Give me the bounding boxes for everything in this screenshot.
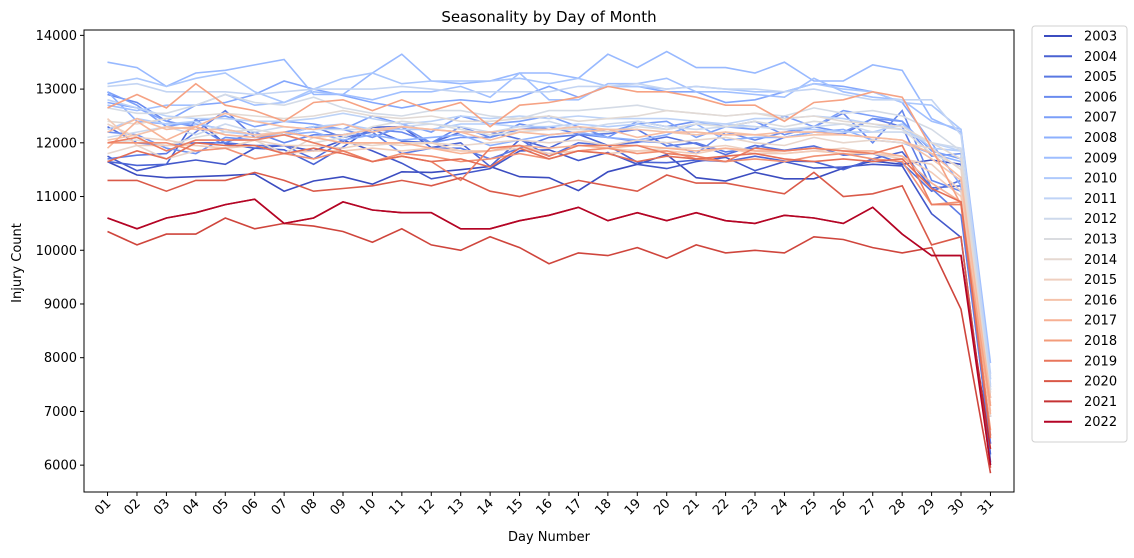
series-line-27 bbox=[107, 142, 992, 431]
series-line-2 bbox=[107, 118, 992, 455]
y-tick-label: 7000 bbox=[44, 405, 77, 420]
x-tick-label: 16 bbox=[534, 496, 556, 518]
x-tick-label: 29 bbox=[916, 496, 938, 518]
legend-label-2011: 2011 bbox=[1084, 192, 1117, 207]
legend-label-2004: 2004 bbox=[1084, 50, 1117, 65]
legend-label-2017: 2017 bbox=[1084, 314, 1117, 329]
y-tick-label: 13000 bbox=[36, 83, 77, 98]
series-lines bbox=[106, 50, 992, 474]
series-line-20 bbox=[107, 136, 992, 417]
x-tick-label: 01 bbox=[92, 496, 114, 518]
x-tick-label: 10 bbox=[357, 496, 379, 518]
axes: 6000 7000 8000 9000 10000 11000 12000 13000 1400… bbox=[36, 29, 1015, 519]
x-tick-label: 18 bbox=[592, 496, 614, 518]
legend: 2003 2004 2005 2006 2007 2008 2009 2010 2011 2012… bbox=[1031, 25, 1128, 443]
x-tick-label: 12 bbox=[416, 496, 438, 518]
series-line-6 bbox=[107, 117, 992, 417]
x-tick-label: 04 bbox=[180, 496, 202, 518]
x-tick-label: 27 bbox=[857, 496, 879, 518]
y-tick-label: 11000 bbox=[36, 190, 77, 205]
series-line-11 bbox=[107, 71, 992, 364]
x-tick-label: 26 bbox=[828, 496, 850, 518]
x-axis-label: Day Number bbox=[508, 530, 591, 545]
x-tick-label: 09 bbox=[328, 496, 350, 518]
series-line-30 bbox=[107, 171, 992, 468]
series-line-33 bbox=[107, 198, 992, 466]
y-tick-label: 6000 bbox=[44, 459, 77, 474]
x-tick-label: 28 bbox=[887, 496, 909, 518]
x-tick-label: 22 bbox=[710, 496, 732, 518]
series-line-12 bbox=[107, 72, 992, 374]
series-line-22 bbox=[106, 118, 992, 404]
y-tick-label: 8000 bbox=[44, 351, 77, 366]
legend-label-2018: 2018 bbox=[1084, 334, 1117, 349]
x-tick-label: 15 bbox=[504, 496, 526, 518]
x-tick-label: 03 bbox=[151, 496, 173, 518]
series-line-18 bbox=[107, 120, 992, 393]
legend-label-2014: 2014 bbox=[1084, 253, 1117, 268]
legend-label-2005: 2005 bbox=[1084, 70, 1117, 85]
legend-label-2006: 2006 bbox=[1084, 90, 1117, 105]
x-tick-label: 11 bbox=[386, 496, 408, 518]
series-line-29 bbox=[107, 141, 992, 439]
legend-label-2003: 2003 bbox=[1084, 30, 1117, 45]
legend-label-2022: 2022 bbox=[1084, 415, 1117, 430]
series-line-32 bbox=[107, 198, 992, 450]
legend-label-2012: 2012 bbox=[1084, 212, 1117, 227]
y-tick-label: 12000 bbox=[36, 136, 77, 151]
y-tick-label: 14000 bbox=[36, 29, 77, 44]
x-tick-label: 25 bbox=[798, 496, 820, 518]
y-tick-label: 9000 bbox=[44, 297, 77, 312]
series-line-31 bbox=[107, 217, 992, 474]
y-tick-label: 10000 bbox=[36, 244, 77, 259]
legend-label-2019: 2019 bbox=[1084, 354, 1117, 369]
series-line-17 bbox=[107, 93, 992, 393]
series-line-24 bbox=[107, 112, 992, 399]
x-tick-label: 08 bbox=[298, 496, 320, 518]
x-tick-label: 24 bbox=[769, 496, 791, 518]
legend-label-2013: 2013 bbox=[1084, 233, 1117, 248]
x-tick-label: 31 bbox=[975, 496, 997, 518]
series-line-0 bbox=[107, 153, 992, 463]
legend-label-2009: 2009 bbox=[1084, 151, 1117, 166]
x-tick-label: 30 bbox=[946, 496, 968, 518]
x-tick-label: 13 bbox=[445, 496, 467, 518]
legend-label-2020: 2020 bbox=[1084, 375, 1117, 390]
series-line-26 bbox=[107, 82, 992, 407]
series-line-10 bbox=[107, 50, 992, 380]
x-tick-label: 17 bbox=[563, 496, 585, 518]
legend-label-2015: 2015 bbox=[1084, 273, 1117, 288]
legend-label-2010: 2010 bbox=[1084, 172, 1117, 187]
x-tick-label: 05 bbox=[210, 496, 232, 518]
x-tick-label: 23 bbox=[740, 496, 762, 518]
series-line-19 bbox=[107, 109, 992, 399]
y-axis-label: Injury Count bbox=[10, 223, 25, 303]
x-tick-label: 14 bbox=[475, 496, 497, 518]
legend-label-2016: 2016 bbox=[1084, 293, 1117, 308]
x-tick-label: 06 bbox=[239, 496, 261, 518]
series-line-15 bbox=[107, 82, 992, 377]
x-tick-label: 02 bbox=[121, 496, 143, 518]
x-tick-label: 07 bbox=[269, 496, 291, 518]
series-line-28 bbox=[107, 133, 992, 436]
legend-label-2007: 2007 bbox=[1084, 111, 1117, 126]
legend-box bbox=[1031, 25, 1128, 443]
legend-label-2021: 2021 bbox=[1084, 395, 1117, 410]
series-line-16 bbox=[107, 120, 992, 390]
x-tick-label: 20 bbox=[651, 496, 673, 518]
x-tick-label: 21 bbox=[681, 496, 703, 518]
series-line-23 bbox=[107, 125, 992, 412]
chart-title: Seasonality by Day of Month bbox=[441, 8, 656, 26]
legend-label-2008: 2008 bbox=[1084, 131, 1117, 146]
x-tick-label: 19 bbox=[622, 496, 644, 518]
